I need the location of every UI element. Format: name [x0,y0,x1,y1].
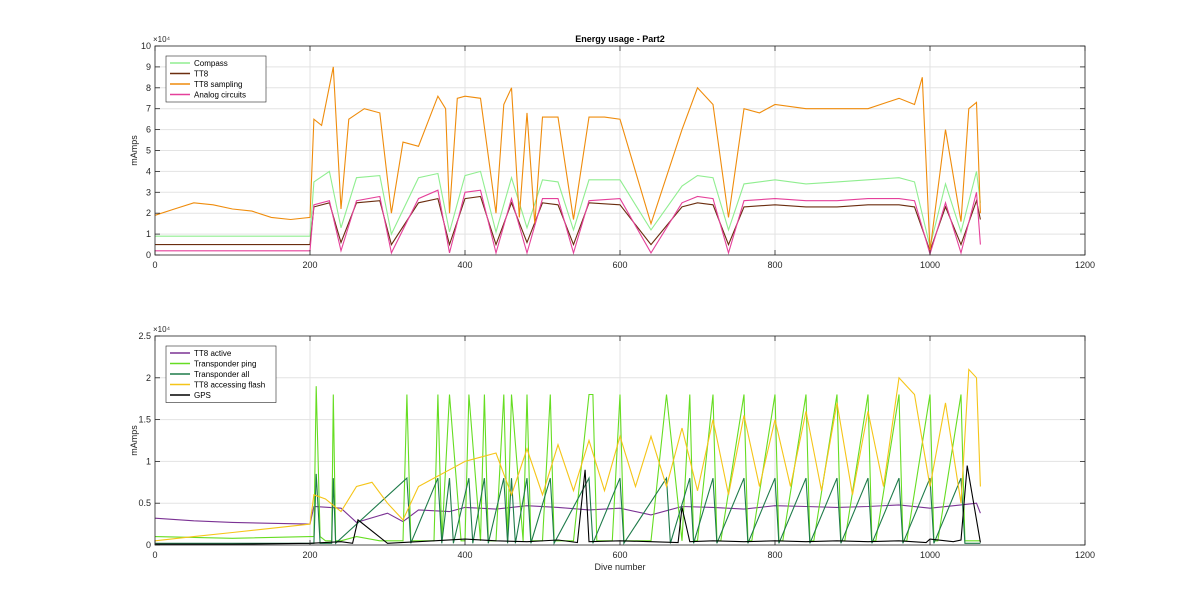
y-tick-label: 0 [146,540,151,550]
y-tick-label: 1 [146,229,151,239]
legend-entry: Compass [194,59,228,68]
series-line-tt8-sampling [154,66,981,251]
y-tick-label: 8 [146,83,151,93]
y-tick-label: 2.5 [138,331,151,341]
x-tick-label: 0 [152,550,157,560]
y-tick-label: 2 [146,208,151,218]
legend-entry: Transponder all [194,370,250,379]
x-tick-label: 400 [457,260,472,270]
x-tick-label: 1200 [1075,550,1095,560]
y-tick-label: 10 [141,41,151,51]
x-tick-label: 1200 [1075,260,1095,270]
x-tick-label: 200 [302,260,317,270]
series-line-tt8 [155,195,981,253]
x-tick-label: 200 [302,550,317,560]
chart-energy-part2: 0 200 400 600 800 1000 1200 0 1 2 3 4 5 6 7 8 9 10×10⁴ Ene… [129,34,1095,270]
y-exponent-label: ×10⁴ [153,35,171,44]
x-tick-label: 600 [612,550,627,560]
legend-entry: Analog circuits [194,91,246,100]
series-line-transponder-all [155,473,981,546]
y-tick-label: 9 [146,62,151,72]
legend-entry: TT8 sampling [194,80,242,89]
x-tick-label: 1000 [920,550,940,560]
y-tick-label: 6 [146,125,151,135]
series-line-analog-circuits [155,189,981,256]
y-tick-label: 1 [146,456,151,466]
y-axis-label: mAmps [129,425,139,456]
x-tick-label: 400 [457,550,472,560]
x-tick-label: 600 [612,260,627,270]
y-axis-label: mAmps [129,135,139,166]
y-tick-label: 0.5 [138,498,151,508]
series-line-tt8-accessing-flash [154,368,981,542]
legend-entry: TT8 [194,70,209,79]
legend-entry: Transponder ping [194,360,256,369]
y-tick-label: 3 [146,187,151,197]
series-line-gps [155,465,981,545]
x-tick-label: 1000 [920,260,940,270]
x-tick-label: 800 [767,550,782,560]
y-tick-label: 4 [146,166,151,176]
legend-entry: TT8 active [194,349,232,358]
y-tick-label: 5 [146,146,151,156]
x-tick-label: 0 [152,260,157,270]
series-line-compass [155,170,981,247]
y-tick-label: 7 [146,104,151,114]
grid [154,335,1086,546]
x-axis-label: Dive number [594,562,645,572]
grid [154,45,1086,256]
y-exponent-label: ×10⁴ [153,325,171,334]
y-tick-label: 2 [146,373,151,383]
x-tick-label: 800 [767,260,782,270]
y-tick-label: 0 [146,250,151,260]
y-tick-label: 1.5 [138,415,151,425]
chart-transponder-gps: 0 200 400 600 800 1000 1200 0 0.5 1 1.5 2 2.5×10⁴ mAm… [129,325,1095,572]
chart-title: Energy usage - Part2 [575,34,665,44]
legend-entry: TT8 accessing flash [194,381,265,390]
legend-entry: GPS [194,391,211,400]
